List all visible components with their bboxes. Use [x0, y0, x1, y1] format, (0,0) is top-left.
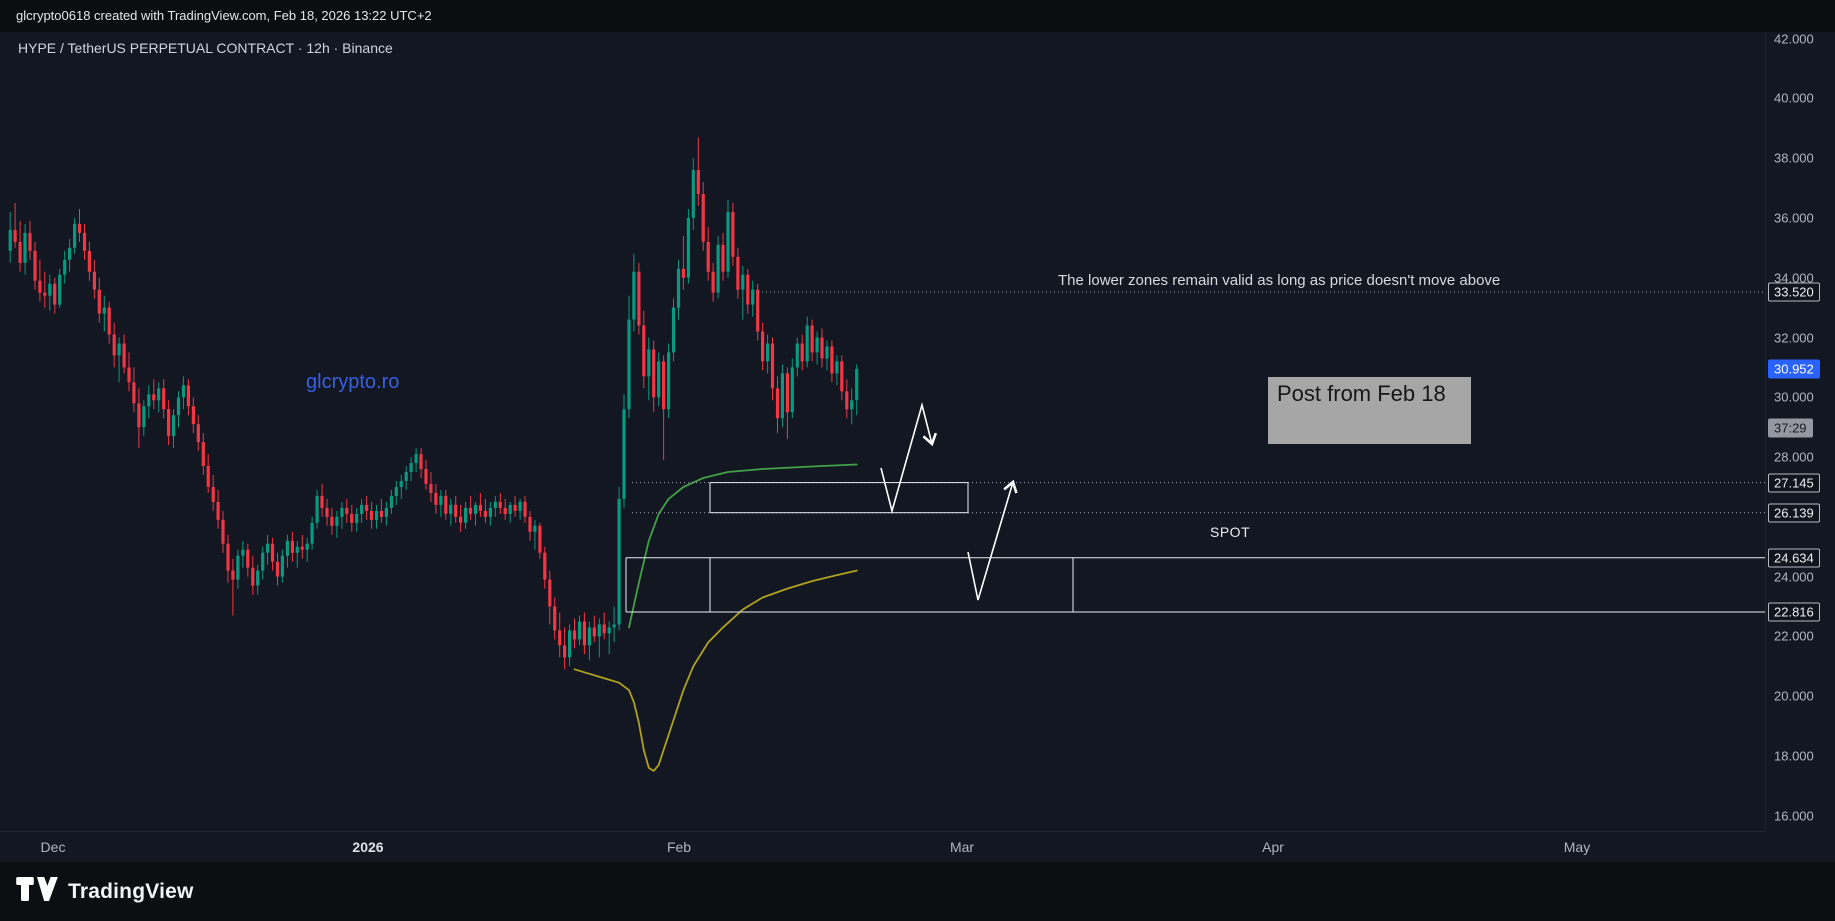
price-badge-outline: 24.634: [1768, 548, 1820, 568]
price-badge-outline: 33.520: [1768, 282, 1820, 302]
annotation-post-box: Post from Feb 18: [1268, 377, 1471, 444]
price-tick-label: 28.000: [1774, 449, 1814, 465]
price-badge-outline: 26.139: [1768, 503, 1820, 523]
time-axis-label: May: [1563, 839, 1591, 855]
price-tick-label: 30.000: [1774, 389, 1814, 405]
time-axis-label: Dec: [40, 839, 66, 855]
attribution-text: glcrypto0618 created with TradingView.co…: [16, 8, 432, 23]
price-tick-label: 36.000: [1774, 210, 1814, 226]
price-tick-label: 40.000: [1774, 90, 1814, 106]
price-badge-countdown: 37:29: [1768, 418, 1813, 438]
price-badge-outline: 27.145: [1768, 473, 1820, 493]
price-tick-label: 18.000: [1774, 748, 1814, 764]
price-badge-outline: 22.816: [1768, 602, 1820, 622]
tradingview-logo-icon[interactable]: [16, 877, 58, 906]
price-tick-label: 32.000: [1774, 330, 1814, 345]
price-tick-label: 34.000: [1774, 270, 1814, 286]
footer-bar: TradingView: [0, 862, 1835, 921]
price-tick-label: 20.000: [1774, 688, 1814, 704]
annotation-spot-label: SPOT: [1210, 524, 1251, 540]
attribution-bar: glcrypto0618 created with TradingView.co…: [0, 0, 1835, 32]
symbol-title: HYPE / TetherUS PERPETUAL CONTRACT · 12h…: [18, 40, 393, 56]
time-axis-label: 2026: [352, 839, 384, 855]
price-tick-label: 42.000: [1774, 31, 1814, 47]
annotation-note-text: The lower zones remain valid as long as …: [1058, 272, 1501, 289]
price-tick-label: 22.000: [1774, 628, 1814, 644]
price-tick-label: 38.000: [1774, 150, 1814, 166]
price-tick-label: 24.000: [1774, 569, 1814, 585]
price-tick-label: 16.000: [1774, 808, 1814, 824]
tradingview-brand[interactable]: TradingView: [68, 879, 194, 903]
price-axis[interactable]: 42.000 40.000 38.000 36.000 34.000 32.000 30.0…: [1765, 31, 1835, 831]
time-axis-label: Apr: [1262, 839, 1284, 855]
price-badge-current: 30.952: [1768, 359, 1820, 379]
time-axis-label: Feb: [666, 839, 692, 855]
time-axis[interactable]: Dec 2026 Feb Mar Apr May: [0, 831, 1765, 863]
watermark-link[interactable]: glcrypto.ro: [306, 371, 400, 393]
time-axis-label: Mar: [949, 839, 975, 855]
annotation-post-text: Post from Feb 18: [1277, 381, 1446, 406]
